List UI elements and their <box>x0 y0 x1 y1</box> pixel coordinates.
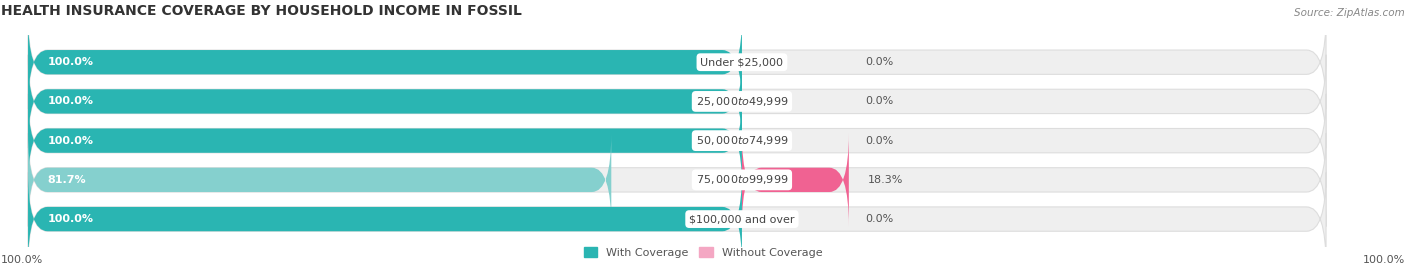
Text: 0.0%: 0.0% <box>865 214 893 224</box>
FancyBboxPatch shape <box>28 172 742 266</box>
Text: Source: ZipAtlas.com: Source: ZipAtlas.com <box>1294 8 1405 18</box>
Text: 0.0%: 0.0% <box>865 96 893 107</box>
FancyBboxPatch shape <box>28 55 1326 148</box>
FancyBboxPatch shape <box>28 94 1326 187</box>
Text: 0.0%: 0.0% <box>865 57 893 67</box>
Text: 100.0%: 100.0% <box>48 57 94 67</box>
Text: 100.0%: 100.0% <box>1 255 44 265</box>
Text: 100.0%: 100.0% <box>48 96 94 107</box>
Text: 100.0%: 100.0% <box>48 214 94 224</box>
Text: 100.0%: 100.0% <box>48 136 94 146</box>
Text: $50,000 to $74,999: $50,000 to $74,999 <box>696 134 789 147</box>
Text: $100,000 and over: $100,000 and over <box>689 214 794 224</box>
Text: 0.0%: 0.0% <box>865 136 893 146</box>
FancyBboxPatch shape <box>28 94 742 187</box>
FancyBboxPatch shape <box>28 16 742 109</box>
FancyBboxPatch shape <box>28 16 1326 109</box>
FancyBboxPatch shape <box>742 133 849 226</box>
Legend: With Coverage, Without Coverage: With Coverage, Without Coverage <box>579 243 827 262</box>
FancyBboxPatch shape <box>28 55 742 148</box>
Text: HEALTH INSURANCE COVERAGE BY HOUSEHOLD INCOME IN FOSSIL: HEALTH INSURANCE COVERAGE BY HOUSEHOLD I… <box>1 4 522 18</box>
Text: 100.0%: 100.0% <box>1362 255 1405 265</box>
Text: Under $25,000: Under $25,000 <box>700 57 783 67</box>
FancyBboxPatch shape <box>28 133 1326 226</box>
Text: 81.7%: 81.7% <box>48 175 86 185</box>
Text: $75,000 to $99,999: $75,000 to $99,999 <box>696 173 789 186</box>
FancyBboxPatch shape <box>28 133 612 226</box>
FancyBboxPatch shape <box>28 172 1326 266</box>
Text: 18.3%: 18.3% <box>869 175 904 185</box>
Text: $25,000 to $49,999: $25,000 to $49,999 <box>696 95 789 108</box>
